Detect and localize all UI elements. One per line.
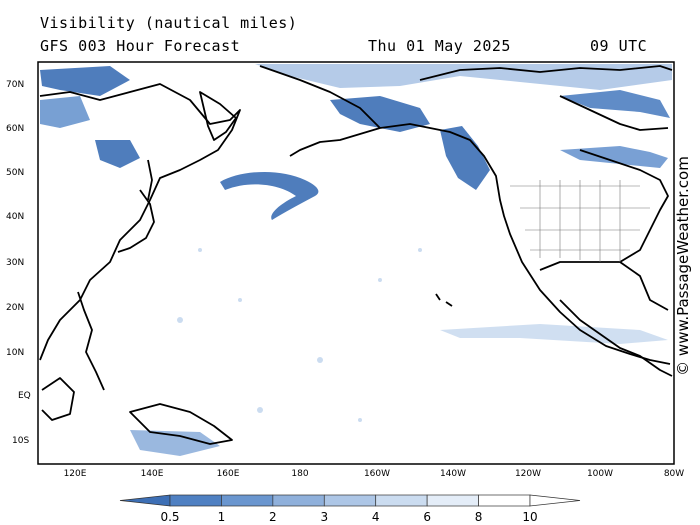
lat-label: 10N [6,348,25,358]
credit-text: © www.PassageWeather.com [674,156,692,376]
colorbar-segment [478,494,531,507]
lat-label: 70N [6,80,25,90]
lat-label: 60N [6,124,25,134]
colorbar-label: 1 [217,510,226,524]
chart-subtitle: GFS 003 Hour Forecast [40,37,241,55]
lon-label: 160W [363,469,391,479]
colorbar-label: 4 [371,510,380,524]
new-guinea [129,403,233,445]
chart-title: Visibility (nautical miles) [40,14,298,32]
colorbar [119,494,581,507]
lat-label: EQ [18,391,31,401]
lat-label: 50N [6,168,25,178]
central-america [559,299,673,377]
colorbar-segment [272,494,325,507]
sakhalin [147,159,153,201]
lon-label: 140W [439,469,467,479]
borneo [41,377,75,421]
colorbar-segment [375,494,428,507]
forecast-date: Thu 01 May 2025 [368,37,511,55]
colorbar-segment [221,494,274,507]
arctic-fog-band [255,64,672,90]
arctic-coast [419,65,673,81]
lon-label: 140E [140,469,164,479]
forecast-time: 09 UTC [590,37,648,55]
colorbar-label: 6 [423,510,431,524]
lat-label: 30N [6,258,25,268]
colorbar-label: 3 [320,510,329,524]
map-background [37,61,675,465]
us-east [579,149,669,263]
lon-label: 100W [586,469,614,479]
lon-label: 120E [63,469,87,479]
lon-label: 160E [216,469,240,479]
lon-label: 120W [514,469,542,479]
colorbar-label: 0.5 [160,510,180,524]
colorbar-segment [323,494,377,507]
lat-label: 40N [6,212,25,222]
philippines [77,291,105,391]
lat-label: 20N [6,303,25,313]
hudson-bay [559,95,669,131]
okhotsk-fog [40,96,90,128]
lat-label: 10S [12,436,30,446]
pacific-fog-arc [220,171,319,220]
colorbar-label: 10 [522,510,538,524]
us-borders [510,180,650,262]
colorbar-segment [169,494,222,507]
colorbar-label: 2 [269,510,277,524]
japan [117,189,155,253]
colorbar-arrow-right [529,494,581,507]
colorbar-segment [426,494,479,507]
scattered-fog [177,248,422,422]
siberia-fog [40,66,130,96]
kamchatka [199,91,237,141]
lon-label: 180 [291,469,309,479]
hudson-fog [560,90,670,118]
hawaii [435,293,453,307]
visibility-shading [40,64,672,456]
coastlines [39,65,673,445]
colorbar-label: 8 [474,510,483,524]
trade-wind-fog [440,324,668,344]
gulf-alaska-fog [440,126,490,190]
lon-label: 80W [663,469,685,479]
asia-fog [95,140,140,168]
colorbar-arrow-left [119,494,171,507]
alaska-coast [259,65,671,365]
asia-coast [39,83,241,361]
indonesia-fog [130,430,220,456]
